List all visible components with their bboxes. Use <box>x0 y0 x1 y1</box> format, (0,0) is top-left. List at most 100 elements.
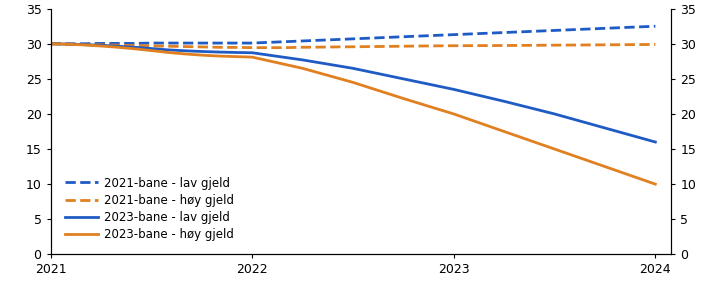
2021-bane - høy gjeld <box>550 43 559 47</box>
2021-bane - lav gjeld <box>601 27 609 30</box>
2021-bane - høy gjeld <box>449 44 458 47</box>
2021-bane - høy gjeld <box>231 46 240 49</box>
2023-bane - lav gjeld <box>97 44 105 47</box>
2021-bane - høy gjeld <box>248 46 256 49</box>
2021-bane - høy gjeld <box>298 46 307 49</box>
2021-bane - høy gjeld <box>432 44 441 48</box>
2023-bane - lav gjeld <box>399 77 408 81</box>
2023-bane - høy gjeld <box>197 53 206 57</box>
2021-bane - lav gjeld <box>46 42 55 45</box>
2021-bane - høy gjeld <box>500 44 508 47</box>
2021-bane - høy gjeld <box>113 43 122 47</box>
Line: 2021-bane - lav gjeld: 2021-bane - lav gjeld <box>51 26 656 44</box>
2021-bane - høy gjeld <box>382 45 391 48</box>
2021-bane - høy gjeld <box>147 44 156 48</box>
2021-bane - høy gjeld <box>315 45 323 49</box>
Line: 2023-bane - høy gjeld: 2023-bane - høy gjeld <box>51 44 656 184</box>
2021-bane - lav gjeld <box>214 41 223 45</box>
2021-bane - lav gjeld <box>651 25 660 28</box>
Legend: 2021-bane - lav gjeld, 2021-bane - høy gjeld, 2023-bane - lav gjeld, 2023-bane -: 2021-bane - lav gjeld, 2021-bane - høy g… <box>63 174 236 244</box>
2023-bane - lav gjeld <box>180 49 189 53</box>
2021-bane - høy gjeld <box>282 46 290 49</box>
2023-bane - høy gjeld <box>399 97 408 100</box>
2021-bane - høy gjeld <box>46 42 55 45</box>
2021-bane - lav gjeld <box>500 31 508 34</box>
2021-bane - lav gjeld <box>332 38 341 41</box>
Line: 2023-bane - lav gjeld: 2023-bane - lav gjeld <box>51 44 656 142</box>
2023-bane - lav gjeld <box>500 100 508 103</box>
2021-bane - lav gjeld <box>80 42 89 45</box>
2021-bane - lav gjeld <box>282 40 290 43</box>
2021-bane - høy gjeld <box>651 43 660 46</box>
2021-bane - høy gjeld <box>180 45 189 48</box>
2023-bane - lav gjeld <box>449 88 458 91</box>
2021-bane - lav gjeld <box>63 42 71 45</box>
2021-bane - lav gjeld <box>164 41 173 45</box>
2021-bane - høy gjeld <box>197 45 206 49</box>
2023-bane - lav gjeld <box>349 66 357 70</box>
2021-bane - høy gjeld <box>399 45 408 48</box>
2021-bane - høy gjeld <box>349 45 357 49</box>
2023-bane - høy gjeld <box>147 49 156 52</box>
2021-bane - høy gjeld <box>164 45 173 48</box>
2021-bane - lav gjeld <box>432 34 441 37</box>
2021-bane - lav gjeld <box>97 42 105 45</box>
2021-bane - lav gjeld <box>130 42 139 45</box>
2023-bane - høy gjeld <box>46 42 55 45</box>
2023-bane - lav gjeld <box>63 42 71 46</box>
2023-bane - høy gjeld <box>349 81 357 84</box>
2021-bane - lav gjeld <box>416 34 425 38</box>
2023-bane - høy gjeld <box>214 54 223 58</box>
2021-bane - høy gjeld <box>264 46 273 49</box>
2021-bane - lav gjeld <box>298 39 307 43</box>
2023-bane - lav gjeld <box>231 51 240 54</box>
2023-bane - lav gjeld <box>601 126 609 130</box>
2023-bane - høy gjeld <box>130 47 139 51</box>
2021-bane - høy gjeld <box>416 44 425 48</box>
2021-bane - høy gjeld <box>97 43 105 47</box>
2021-bane - høy gjeld <box>63 42 71 46</box>
2021-bane - lav gjeld <box>550 29 559 32</box>
2021-bane - lav gjeld <box>231 41 240 45</box>
2021-bane - lav gjeld <box>399 35 408 38</box>
2021-bane - høy gjeld <box>601 43 609 47</box>
2023-bane - høy gjeld <box>298 66 307 70</box>
2023-bane - høy gjeld <box>449 112 458 116</box>
2023-bane - høy gjeld <box>601 165 609 168</box>
2021-bane - lav gjeld <box>264 41 273 44</box>
2021-bane - lav gjeld <box>365 36 374 40</box>
2023-bane - lav gjeld <box>651 140 660 144</box>
2023-bane - lav gjeld <box>164 48 173 52</box>
2023-bane - høy gjeld <box>231 55 240 58</box>
2021-bane - lav gjeld <box>113 42 122 45</box>
Line: 2021-bane - høy gjeld: 2021-bane - høy gjeld <box>51 44 656 48</box>
2021-bane - lav gjeld <box>449 33 458 36</box>
2023-bane - lav gjeld <box>248 51 256 55</box>
2021-bane - lav gjeld <box>147 41 156 45</box>
2023-bane - lav gjeld <box>113 45 122 48</box>
2021-bane - høy gjeld <box>80 43 89 46</box>
2021-bane - lav gjeld <box>197 41 206 45</box>
2023-bane - høy gjeld <box>248 55 256 59</box>
2023-bane - høy gjeld <box>97 44 105 48</box>
2023-bane - høy gjeld <box>113 46 122 49</box>
2023-bane - lav gjeld <box>147 47 156 50</box>
2023-bane - lav gjeld <box>130 46 139 49</box>
2021-bane - høy gjeld <box>332 45 341 49</box>
2023-bane - høy gjeld <box>80 43 89 47</box>
2021-bane - høy gjeld <box>130 44 139 47</box>
2021-bane - lav gjeld <box>180 41 189 45</box>
2021-bane - lav gjeld <box>349 37 357 40</box>
2023-bane - høy gjeld <box>63 42 71 46</box>
2021-bane - lav gjeld <box>248 41 256 45</box>
2023-bane - høy gjeld <box>180 52 189 56</box>
2023-bane - lav gjeld <box>214 50 223 54</box>
2023-bane - lav gjeld <box>197 50 206 53</box>
2023-bane - høy gjeld <box>651 182 660 186</box>
2023-bane - lav gjeld <box>298 58 307 62</box>
2023-bane - høy gjeld <box>164 51 173 54</box>
2023-bane - lav gjeld <box>80 43 89 46</box>
2021-bane - lav gjeld <box>315 38 323 42</box>
2021-bane - lav gjeld <box>382 36 391 39</box>
2021-bane - høy gjeld <box>214 46 223 49</box>
